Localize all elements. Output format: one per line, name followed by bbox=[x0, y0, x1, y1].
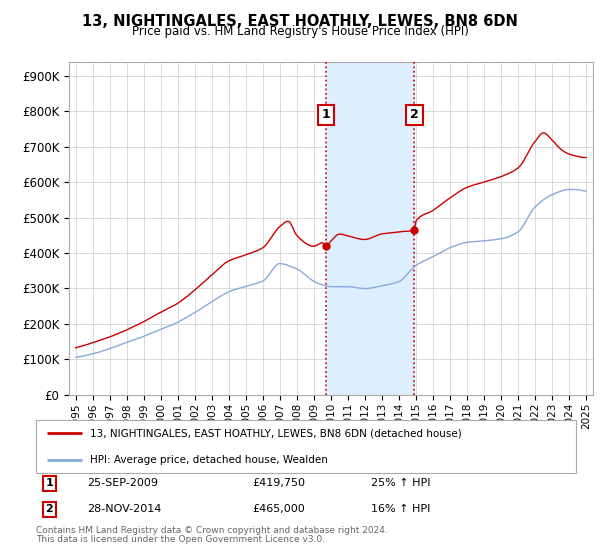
Text: £465,000: £465,000 bbox=[252, 505, 305, 515]
Text: 2: 2 bbox=[410, 108, 419, 122]
Text: 25% ↑ HPI: 25% ↑ HPI bbox=[371, 478, 430, 488]
Bar bbox=[326, 62, 415, 395]
Text: Contains HM Land Registry data © Crown copyright and database right 2024.: Contains HM Land Registry data © Crown c… bbox=[36, 526, 388, 535]
Text: 2: 2 bbox=[46, 505, 53, 515]
Text: 16% ↑ HPI: 16% ↑ HPI bbox=[371, 505, 430, 515]
Text: HPI: Average price, detached house, Wealden: HPI: Average price, detached house, Weal… bbox=[90, 455, 328, 465]
Text: 25-SEP-2009: 25-SEP-2009 bbox=[88, 478, 158, 488]
Text: 1: 1 bbox=[46, 478, 53, 488]
Text: Price paid vs. HM Land Registry's House Price Index (HPI): Price paid vs. HM Land Registry's House … bbox=[131, 25, 469, 38]
Text: 13, NIGHTINGALES, EAST HOATHLY, LEWES, BN8 6DN (detached house): 13, NIGHTINGALES, EAST HOATHLY, LEWES, B… bbox=[90, 428, 462, 438]
FancyBboxPatch shape bbox=[36, 420, 576, 473]
Text: £419,750: £419,750 bbox=[252, 478, 305, 488]
Text: This data is licensed under the Open Government Licence v3.0.: This data is licensed under the Open Gov… bbox=[36, 535, 325, 544]
Text: 1: 1 bbox=[322, 108, 331, 122]
Text: 13, NIGHTINGALES, EAST HOATHLY, LEWES, BN8 6DN: 13, NIGHTINGALES, EAST HOATHLY, LEWES, B… bbox=[82, 14, 518, 29]
Text: 28-NOV-2014: 28-NOV-2014 bbox=[88, 505, 161, 515]
